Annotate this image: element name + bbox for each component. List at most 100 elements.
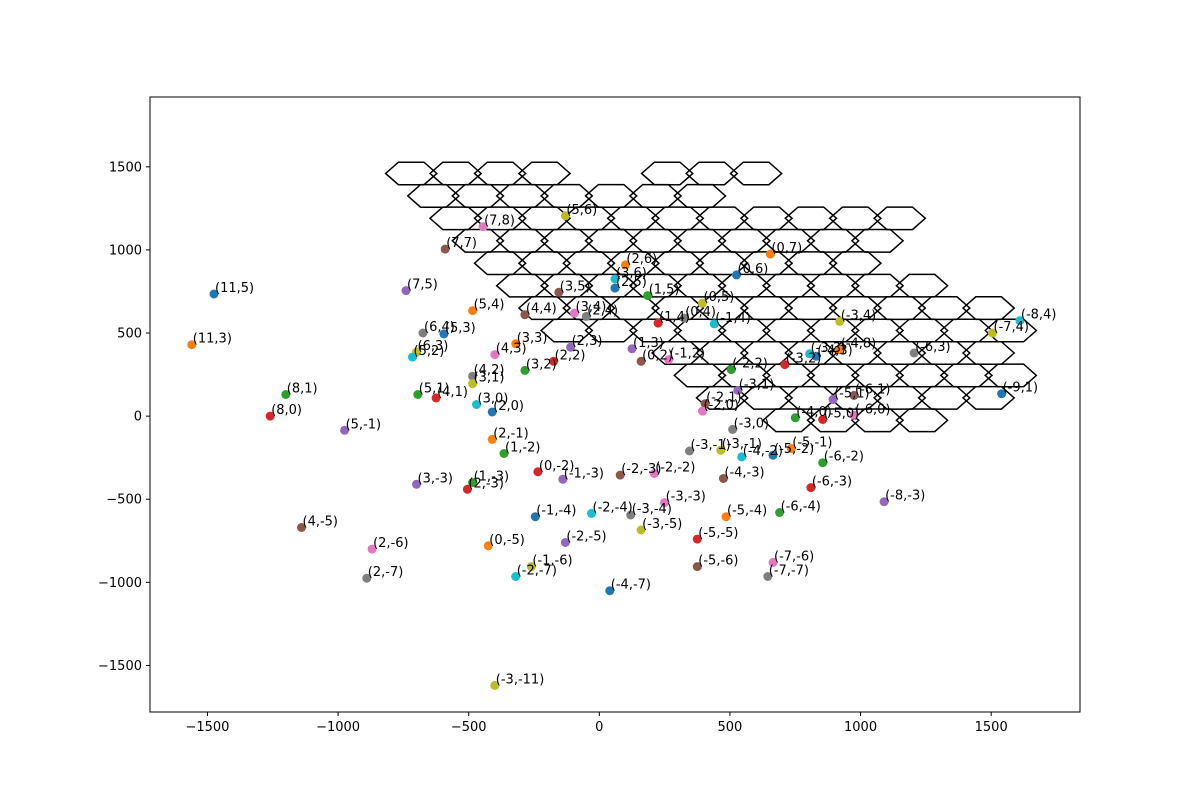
y-tick-label: 1000 [109, 243, 142, 258]
point-label: (6,3) [418, 339, 449, 354]
hex-cell [695, 385, 749, 410]
point-label: (-5,1) [834, 387, 870, 402]
point-label: (-3,-11) [496, 672, 544, 687]
data-point [1015, 316, 1025, 326]
y-axis: −1500 −1000 −500 0 500 1000 1500 [98, 160, 150, 674]
y-tick-label: −1500 [98, 659, 142, 674]
point-label: (-9,1) [1003, 381, 1039, 396]
data-point [692, 534, 702, 544]
data-point [726, 365, 736, 375]
hex-grid [384, 161, 1038, 433]
point-label: (-2,-7) [517, 564, 557, 579]
data-point [605, 586, 615, 596]
hex-cell [850, 408, 905, 433]
point-label: (-3,1) [739, 377, 775, 392]
data-point [560, 211, 570, 221]
point-label: (-1,-4) [536, 504, 576, 519]
point-label: (-6,-4) [781, 500, 821, 515]
data-point [209, 289, 219, 299]
point-label: (4,1) [437, 385, 468, 400]
data-point [418, 328, 428, 338]
point-label: (5,1) [419, 382, 450, 397]
point-label: (4,4) [526, 302, 557, 317]
data-points [187, 211, 1025, 690]
point-label: (2,6) [626, 252, 657, 267]
data-point [483, 541, 493, 551]
point-label: (-4,-2) [743, 444, 783, 459]
point-label: (3,2) [526, 357, 557, 372]
point-label: (-2,-3) [621, 462, 661, 477]
data-point [401, 286, 411, 296]
point-label: (-2,1) [706, 391, 742, 406]
hex-cell [539, 318, 594, 343]
point-label: (-5,-6) [698, 554, 738, 569]
data-point [530, 512, 540, 522]
hex-cell [984, 363, 1038, 388]
data-point [362, 573, 372, 583]
data-point [581, 311, 591, 321]
data-point [709, 319, 719, 329]
point-label: (-6,1) [855, 382, 891, 397]
data-point [468, 379, 478, 389]
hex-cell [584, 318, 638, 343]
point-label: (-5,-5) [698, 526, 738, 541]
data-point [413, 390, 423, 399]
point-label: (1,4) [659, 310, 690, 325]
data-point [909, 348, 919, 358]
data-point [732, 270, 741, 280]
data-point [818, 415, 828, 424]
point-label: (-3,-1) [691, 438, 731, 453]
point-label: (-5,0) [824, 407, 860, 422]
point-label: (-7,-7) [769, 564, 809, 579]
hex-cell [872, 206, 927, 231]
data-point [554, 287, 564, 297]
hex-cell [961, 385, 1016, 410]
data-point [560, 538, 570, 547]
point-label: (7,7) [446, 236, 477, 251]
data-point [768, 450, 778, 460]
point-label: (7,8) [484, 214, 515, 229]
data-point [728, 424, 738, 434]
point-label: (2,-1) [493, 426, 529, 441]
hex-cell [895, 408, 949, 433]
x-axis: −1500 −1000 −500 0 500 1000 1500 [185, 712, 1008, 735]
data-point [472, 400, 481, 409]
point-label: (-8,4) [1021, 308, 1057, 323]
plot-frame [149, 96, 1081, 713]
data-point [818, 458, 828, 468]
data-point [187, 340, 197, 350]
point-label: (0,5) [704, 290, 735, 305]
y-tick-label: 1500 [109, 160, 142, 175]
point-label: (-3,-3) [666, 490, 706, 505]
data-point [468, 478, 478, 488]
point-label: (3,6) [616, 266, 647, 281]
data-point [660, 498, 670, 508]
point-label: (5,2) [414, 344, 445, 359]
point-label: (5,4) [474, 298, 505, 313]
data-point [988, 328, 997, 338]
point-label: (-4,-3) [724, 466, 764, 481]
point-label: (2,-6) [373, 536, 409, 551]
point-label: (-5,-1) [792, 436, 832, 451]
data-point [265, 411, 275, 421]
hex-cell [917, 385, 971, 410]
point-label: (-4,-7) [611, 578, 651, 593]
data-point [679, 313, 689, 323]
data-point [468, 306, 478, 316]
point-label: (-5,-4) [727, 504, 767, 519]
point-label: (5,-1) [346, 417, 382, 432]
data-point [587, 508, 596, 518]
point-label: (-3,0) [734, 416, 770, 431]
point-label: (4,2) [474, 363, 505, 378]
point-label: (-2,-5) [566, 530, 606, 545]
data-point [367, 544, 377, 554]
point-label: (0,-5) [489, 533, 525, 548]
data-point [626, 510, 636, 520]
data-point [849, 410, 859, 420]
hex-cell [761, 408, 816, 433]
data-point [520, 365, 530, 375]
point-label: (0,7) [771, 241, 802, 256]
hex-cell [806, 408, 860, 433]
point-label: (-3,-4) [632, 502, 672, 517]
point-label: (-1,4) [715, 311, 751, 326]
